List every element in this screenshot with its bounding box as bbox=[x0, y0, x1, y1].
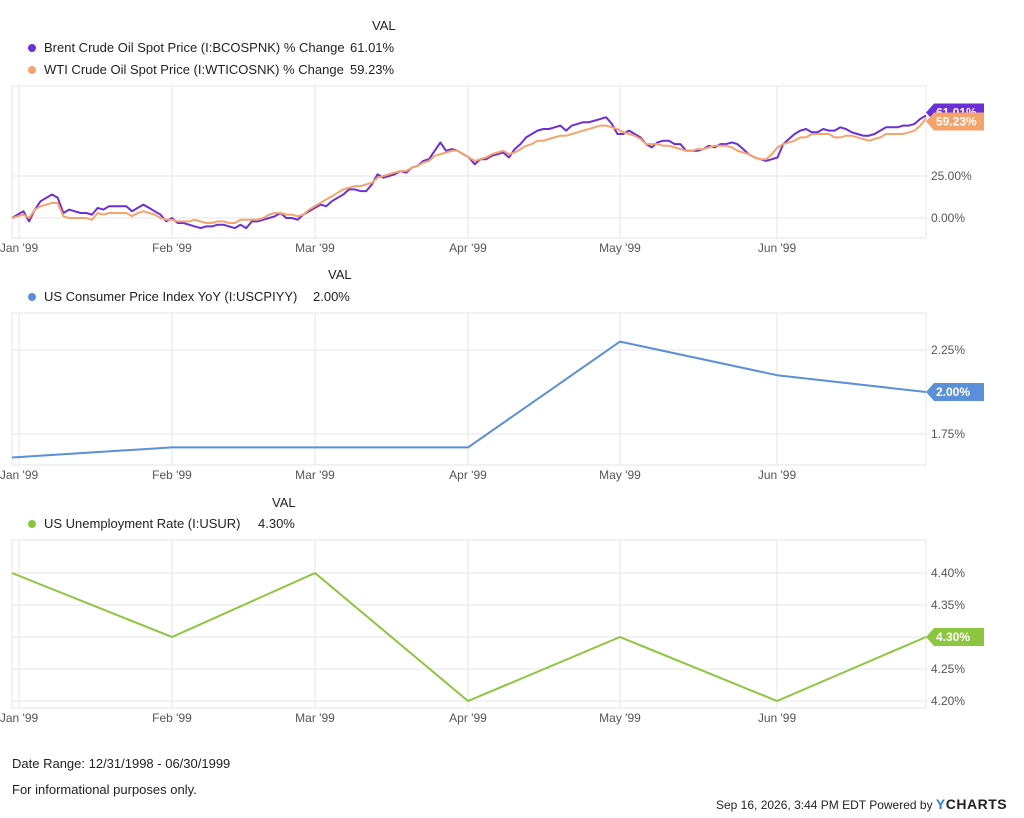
legend-val-header: VAL bbox=[328, 267, 352, 282]
value-tag-label: 4.30% bbox=[936, 630, 970, 644]
legend-value-unemp: 4.30% bbox=[258, 516, 295, 531]
series-line bbox=[11, 117, 927, 224]
x-tick-label: Feb '99 bbox=[152, 711, 192, 725]
x-tick-label: Apr '99 bbox=[449, 468, 487, 482]
ycharts-logo-y: Y bbox=[935, 796, 946, 812]
legend-item-unemp: US Unemployment Rate (I:USUR) bbox=[28, 516, 241, 531]
timestamp-text: Sep 16, 2026, 3:44 PM EDT Powered by bbox=[716, 798, 933, 812]
x-tick-label: May '99 bbox=[599, 468, 641, 482]
y-tick-label: 4.35% bbox=[931, 598, 965, 612]
disclaimer: For informational purposes only. bbox=[12, 782, 197, 797]
x-tick-label: Mar '99 bbox=[295, 241, 335, 255]
plot-frame bbox=[11, 85, 927, 239]
series-line bbox=[11, 114, 927, 230]
plot-frame bbox=[11, 312, 927, 466]
legend-dot-cpi bbox=[28, 292, 36, 301]
y-tick-label: 0.00% bbox=[931, 211, 965, 225]
y-tick-label: 4.40% bbox=[931, 566, 965, 580]
legend-value-wti: 59.23% bbox=[350, 62, 395, 77]
legend-label-brent: Brent Crude Oil Spot Price (I:BCOSPNK) %… bbox=[44, 40, 345, 55]
legend-label-cpi: US Consumer Price Index YoY (I:USCPIYY) bbox=[44, 289, 298, 304]
value-tag-label: 59.23% bbox=[936, 114, 977, 128]
legend-label-wti: WTI Crude Oil Spot Price (I:WTICOSNK) % … bbox=[44, 62, 344, 77]
x-tick-label: Jun '99 bbox=[758, 468, 797, 482]
legend-val-header: VAL bbox=[272, 495, 296, 510]
value-tag bbox=[926, 628, 984, 646]
y-tick-label: 2.25% bbox=[931, 343, 965, 357]
x-tick-label: Feb '99 bbox=[152, 468, 192, 482]
legend-dot-wti bbox=[28, 65, 36, 74]
x-tick-label: Jun '99 bbox=[758, 711, 797, 725]
legend-value-brent: 61.01% bbox=[350, 40, 395, 55]
legend-val-header: VAL bbox=[372, 18, 396, 33]
x-tick-label: Mar '99 bbox=[295, 468, 335, 482]
legend-label-unemp: US Unemployment Rate (I:USUR) bbox=[44, 516, 241, 531]
y-tick-label: 25.00% bbox=[931, 169, 972, 183]
y-tick-label: 4.20% bbox=[931, 694, 965, 708]
x-tick-label: Jan '99 bbox=[0, 241, 38, 255]
legend-item-cpi: US Consumer Price Index YoY (I:USCPIYY) bbox=[28, 289, 297, 304]
x-tick-label: Apr '99 bbox=[449, 241, 487, 255]
x-tick-label: Feb '99 bbox=[152, 241, 192, 255]
legend-value-cpi: 2.00% bbox=[313, 289, 350, 304]
value-tag bbox=[926, 112, 984, 131]
legend-dot-unemp bbox=[28, 519, 36, 528]
x-tick-label: May '99 bbox=[599, 241, 641, 255]
series-line bbox=[11, 340, 927, 459]
x-tick-label: Mar '99 bbox=[295, 711, 335, 725]
date-range: Date Range: 12/31/1998 - 06/30/1999 bbox=[12, 756, 231, 771]
ycharts-logo-rest: CHARTS bbox=[945, 796, 1008, 812]
footer-timestamp: Sep 16, 2026, 3:44 PM EDT Powered by YCH… bbox=[716, 796, 1007, 812]
plot-frame bbox=[11, 539, 927, 709]
legend-dot-brent bbox=[28, 43, 36, 52]
series-line bbox=[11, 572, 927, 702]
x-tick-label: Jan '99 bbox=[0, 711, 38, 725]
x-tick-label: Jun '99 bbox=[758, 241, 797, 255]
legend-item-brent: Brent Crude Oil Spot Price (I:BCOSPNK) %… bbox=[28, 40, 345, 55]
value-tag bbox=[926, 383, 984, 401]
x-tick-label: Jan '99 bbox=[0, 468, 38, 482]
y-tick-label: 4.25% bbox=[931, 662, 965, 676]
value-tag-label: 2.00% bbox=[936, 385, 970, 399]
y-tick-label: 1.75% bbox=[931, 427, 965, 441]
legend-item-wti: WTI Crude Oil Spot Price (I:WTICOSNK) % … bbox=[28, 62, 344, 77]
x-tick-label: May '99 bbox=[599, 711, 641, 725]
x-tick-label: Apr '99 bbox=[449, 711, 487, 725]
ycharts-logo[interactable]: YCHARTS bbox=[936, 796, 1007, 812]
